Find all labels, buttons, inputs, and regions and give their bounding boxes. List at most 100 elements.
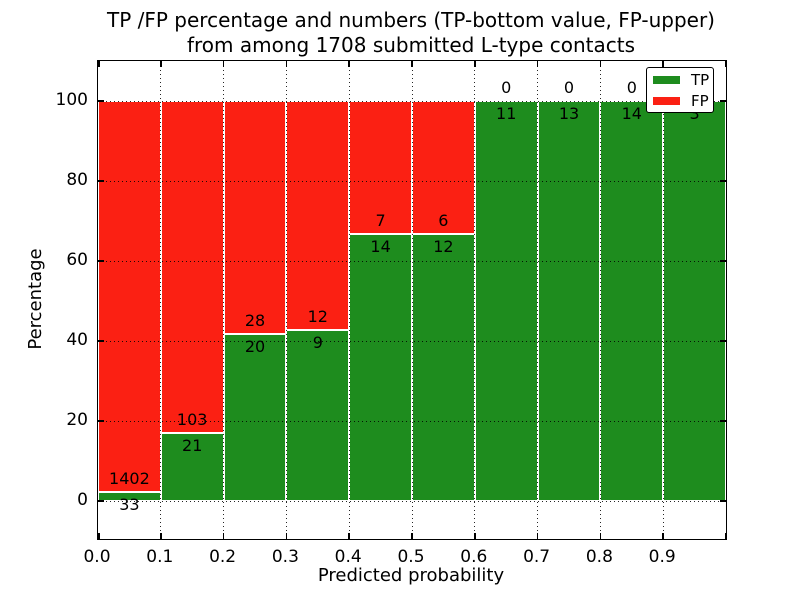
gridline-vertical xyxy=(348,61,350,539)
y-tick-mark xyxy=(98,500,104,502)
x-tick-mark xyxy=(662,533,664,539)
gridline-horizontal xyxy=(98,260,726,262)
tp-count-label: 12 xyxy=(433,237,454,257)
fp-swatch-icon xyxy=(653,96,680,105)
fp-count-label: 103 xyxy=(176,410,208,430)
x-tick-label: 0.9 xyxy=(648,547,676,567)
chart-title-line1: TP /FP percentage and numbers (TP-bottom… xyxy=(107,8,715,32)
tp-count-label: 33 xyxy=(119,494,140,514)
x-tick-label: 0.3 xyxy=(271,547,299,567)
y-tick-label: 40 xyxy=(66,330,88,350)
gridline-vertical xyxy=(223,61,225,539)
tp-count-label: 9 xyxy=(312,332,323,352)
x-tick-mark xyxy=(98,533,100,539)
tp-count-label: 11 xyxy=(496,104,517,123)
gridline-horizontal xyxy=(98,340,726,342)
x-tick-mark-top xyxy=(599,61,602,67)
y-tick-mark-right xyxy=(720,100,726,102)
chart-title-line2: from among 1708 submitted L-type contact… xyxy=(186,33,636,57)
tp-count-label: 3 xyxy=(689,104,700,123)
y-tick-mark-right xyxy=(720,340,726,342)
x-tick-mark-top xyxy=(98,61,100,67)
x-tick-mark-top xyxy=(348,61,350,67)
x-tick-label: 0.0 xyxy=(83,547,111,567)
x-tick-mark xyxy=(348,533,350,539)
tp-count-label: 14 xyxy=(621,104,642,123)
x-tick-mark-top xyxy=(285,61,288,67)
bar-tp-segment xyxy=(412,234,475,501)
fp-count-label: 28 xyxy=(244,311,266,331)
y-tick-label: 0 xyxy=(77,490,88,510)
gridline-vertical xyxy=(662,61,664,539)
y-tick-mark-right xyxy=(720,500,726,502)
y-axis-label: Percentage xyxy=(25,248,46,350)
y-tick-mark-right xyxy=(720,180,726,182)
bar-fp-segment xyxy=(223,101,287,335)
x-tick-label: 0.1 xyxy=(146,547,174,567)
fp-count-label: 0 xyxy=(626,78,637,97)
bar-tp-segment xyxy=(286,329,350,501)
y-tick-mark xyxy=(98,260,104,262)
x-axis-label: Predicted probability xyxy=(317,565,505,586)
y-tick-mark xyxy=(98,180,104,182)
bar-fp-segment xyxy=(286,101,350,330)
x-tick-label: 0.4 xyxy=(334,547,362,567)
fp-count-label: 12 xyxy=(307,306,328,326)
x-tick-mark xyxy=(599,533,602,539)
y-tick-mark-right xyxy=(720,260,726,262)
chart-title: TP /FP percentage and numbers (TP-bottom… xyxy=(97,8,725,58)
x-tick-label: 0.6 xyxy=(460,547,488,567)
x-tick-label: 0.7 xyxy=(523,547,551,567)
gridline-vertical xyxy=(599,61,601,539)
x-tick-label: 0.5 xyxy=(397,547,425,567)
bar-tp-segment xyxy=(349,234,412,501)
fp-count-label: 0 xyxy=(501,78,512,97)
legend-label-fp: FP xyxy=(691,91,709,110)
fp-count-label: 1402 xyxy=(109,468,150,488)
y-tick-mark xyxy=(98,100,104,102)
x-tick-label: 0.8 xyxy=(585,547,613,567)
x-tick-mark-top xyxy=(160,61,162,67)
gridline-horizontal xyxy=(98,180,726,182)
fp-count-label: 0 xyxy=(563,78,575,97)
y-tick-label: 20 xyxy=(66,410,88,430)
y-tick-label: 80 xyxy=(66,170,88,190)
x-tick-mark xyxy=(474,533,476,539)
gridline-vertical xyxy=(160,61,162,539)
legend-item-tp: TP xyxy=(653,72,713,88)
fp-count-label: 7 xyxy=(375,211,386,231)
gridline-vertical xyxy=(285,61,287,539)
bar-tp-segment xyxy=(600,101,664,501)
gridline-vertical xyxy=(411,61,413,539)
fp-count-label: 6 xyxy=(438,211,449,231)
tp-count-label: 20 xyxy=(244,337,266,357)
tp-count-label: 21 xyxy=(182,436,203,456)
x-tick-mark xyxy=(536,533,539,539)
x-tick-mark xyxy=(222,533,225,539)
gridline-vertical xyxy=(474,61,476,539)
x-tick-mark-top xyxy=(474,61,476,67)
bar-tp-segment xyxy=(474,101,538,501)
bar-tp-segment xyxy=(223,334,287,501)
x-tick-mark xyxy=(285,533,288,539)
x-tick-label: 0.2 xyxy=(209,547,237,567)
gridline-horizontal xyxy=(98,500,726,502)
x-tick-mark-top xyxy=(724,61,726,67)
bar-fp-segment xyxy=(98,101,161,492)
y-tick-label: 60 xyxy=(66,250,88,270)
bar-fp-segment xyxy=(160,101,224,434)
x-tick-mark-top xyxy=(662,61,664,67)
x-tick-mark-top xyxy=(222,61,225,67)
y-tick-mark xyxy=(98,420,104,422)
legend-label-tp: TP xyxy=(691,70,710,89)
legend: TP FP xyxy=(646,67,714,113)
legend-item-fp: FP xyxy=(653,93,713,109)
tp-count-label: 14 xyxy=(370,237,391,257)
plot-area: 14023310321282012971461201101301403 xyxy=(97,60,727,540)
x-tick-mark xyxy=(411,533,413,539)
gridline-horizontal xyxy=(98,420,726,422)
x-tick-mark-top xyxy=(411,61,413,67)
x-tick-mark-top xyxy=(536,61,539,67)
tp-count-label: 13 xyxy=(558,104,580,123)
